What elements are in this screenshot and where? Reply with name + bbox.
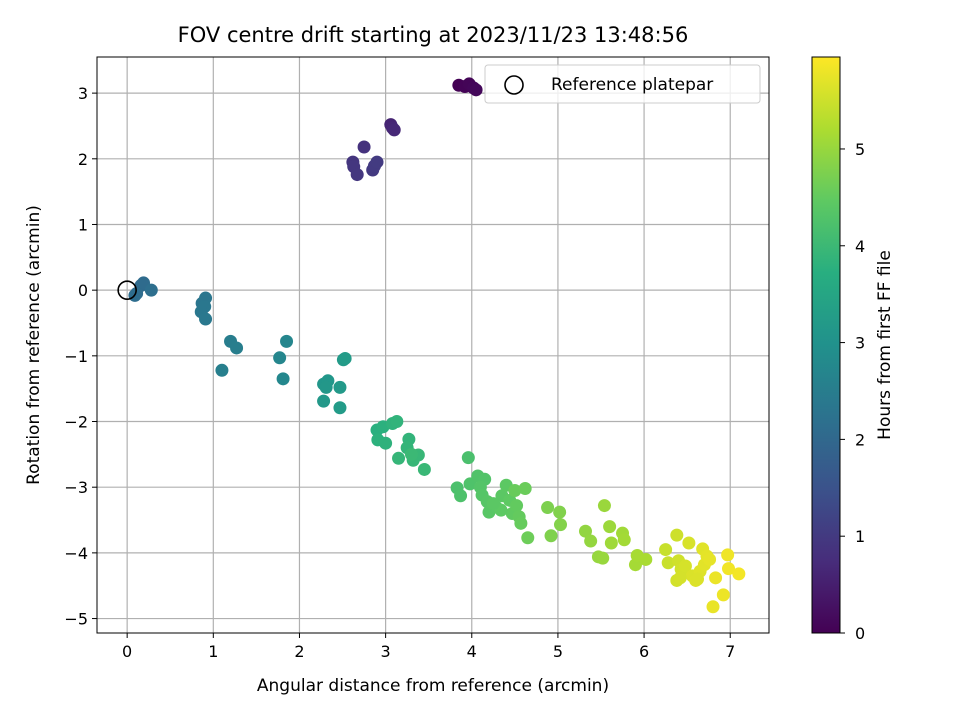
data-point <box>722 562 736 576</box>
data-point <box>721 548 735 562</box>
y-tick-label: 2 <box>78 150 88 169</box>
colorbar-ticks: 0 1 2 3 4 5 <box>840 140 865 643</box>
legend-box <box>484 64 761 104</box>
grid-lines <box>97 57 769 633</box>
x-tick-label: 3 <box>381 642 391 661</box>
data-point <box>639 552 653 566</box>
data-point <box>333 380 347 394</box>
data-point <box>390 415 404 429</box>
data-point <box>333 401 347 415</box>
data-point <box>404 447 418 461</box>
data-point <box>454 489 468 503</box>
colorbar-tick-label: 1 <box>855 527 865 546</box>
data-point <box>370 155 384 169</box>
y-tick-label: 0 <box>78 281 88 300</box>
colorbar-label: Hours from first FF file <box>875 250 895 440</box>
data-point <box>338 351 352 365</box>
data-point <box>508 483 522 497</box>
data-point <box>716 588 730 602</box>
data-point <box>732 567 746 581</box>
data-point <box>357 140 371 154</box>
colorbar-gradient <box>811 56 841 634</box>
data-point <box>379 436 393 450</box>
plot-frame <box>96 56 770 634</box>
x-tick-label: 4 <box>467 642 477 661</box>
data-point <box>144 283 158 297</box>
data-point <box>603 520 617 534</box>
data-point <box>276 372 290 386</box>
data-point <box>317 394 331 408</box>
y-axis: −5 −4 −3 −2 −1 0 1 2 3 <box>64 84 97 629</box>
data-point <box>280 334 294 348</box>
data-point <box>678 559 692 573</box>
colorbar-tick-label: 5 <box>855 140 865 159</box>
x-tick-label: 0 <box>122 642 132 661</box>
data-point <box>486 497 500 511</box>
data-point <box>578 524 592 538</box>
data-point <box>659 543 673 557</box>
data-point <box>541 501 555 515</box>
y-tick-label: 3 <box>78 84 88 103</box>
data-point <box>596 551 610 565</box>
data-point <box>518 482 532 496</box>
x-tick-label: 1 <box>208 642 218 661</box>
colorbar-tick-label: 2 <box>855 430 865 449</box>
x-tick-label: 2 <box>294 642 304 661</box>
colorbar-tick-label: 3 <box>855 334 865 353</box>
y-tick-label: −4 <box>64 544 88 563</box>
data-point <box>199 312 213 326</box>
x-tick-label: 7 <box>725 642 735 661</box>
data-point <box>417 462 431 476</box>
data-point <box>706 600 720 614</box>
reference-platepar-marker <box>117 280 137 300</box>
colorbar-tick-label: 4 <box>855 237 865 256</box>
data-point <box>215 363 229 377</box>
data-point <box>617 533 631 547</box>
data-point <box>553 505 567 519</box>
data-points <box>128 77 746 614</box>
data-point <box>387 123 401 137</box>
data-point <box>597 499 611 513</box>
data-point <box>670 528 684 542</box>
x-tick-label: 5 <box>553 642 563 661</box>
legend: Reference platepar <box>484 64 761 104</box>
data-point <box>604 536 618 550</box>
data-point <box>230 341 244 355</box>
data-point <box>521 531 535 545</box>
data-point <box>273 351 287 365</box>
data-point <box>392 451 406 465</box>
colorbar-tick-label: 0 <box>855 624 865 643</box>
data-point <box>703 552 717 566</box>
data-point <box>469 83 483 97</box>
data-point <box>709 571 723 585</box>
data-point <box>682 536 696 550</box>
y-tick-label: −2 <box>64 413 88 432</box>
data-point <box>554 518 568 532</box>
data-point <box>510 499 524 513</box>
x-axis: 0 1 2 3 4 5 6 7 <box>122 633 735 661</box>
y-tick-label: −1 <box>64 347 88 366</box>
y-axis-label: Rotation from reference (arcmin) <box>24 205 44 485</box>
x-tick-label: 6 <box>639 642 649 661</box>
data-point <box>514 516 528 530</box>
colorbar: 0 1 2 3 4 5 Hours from first FF file <box>811 56 895 643</box>
data-point <box>461 451 475 465</box>
y-tick-label: −3 <box>64 478 88 497</box>
data-point <box>673 571 687 585</box>
data-point <box>661 556 675 570</box>
data-point <box>544 529 558 543</box>
y-tick-label: 1 <box>78 215 88 234</box>
chart-title: FOV centre drift starting at 2023/11/23 … <box>178 23 689 47</box>
legend-marker-icon <box>504 75 524 95</box>
x-axis-label: Angular distance from reference (arcmin) <box>257 676 609 696</box>
legend-entry-reference-platepar: Reference platepar <box>551 75 713 95</box>
data-point <box>319 380 333 394</box>
y-tick-label: −5 <box>64 610 88 629</box>
data-point <box>584 534 598 548</box>
data-point <box>350 168 364 182</box>
data-point <box>690 572 704 586</box>
